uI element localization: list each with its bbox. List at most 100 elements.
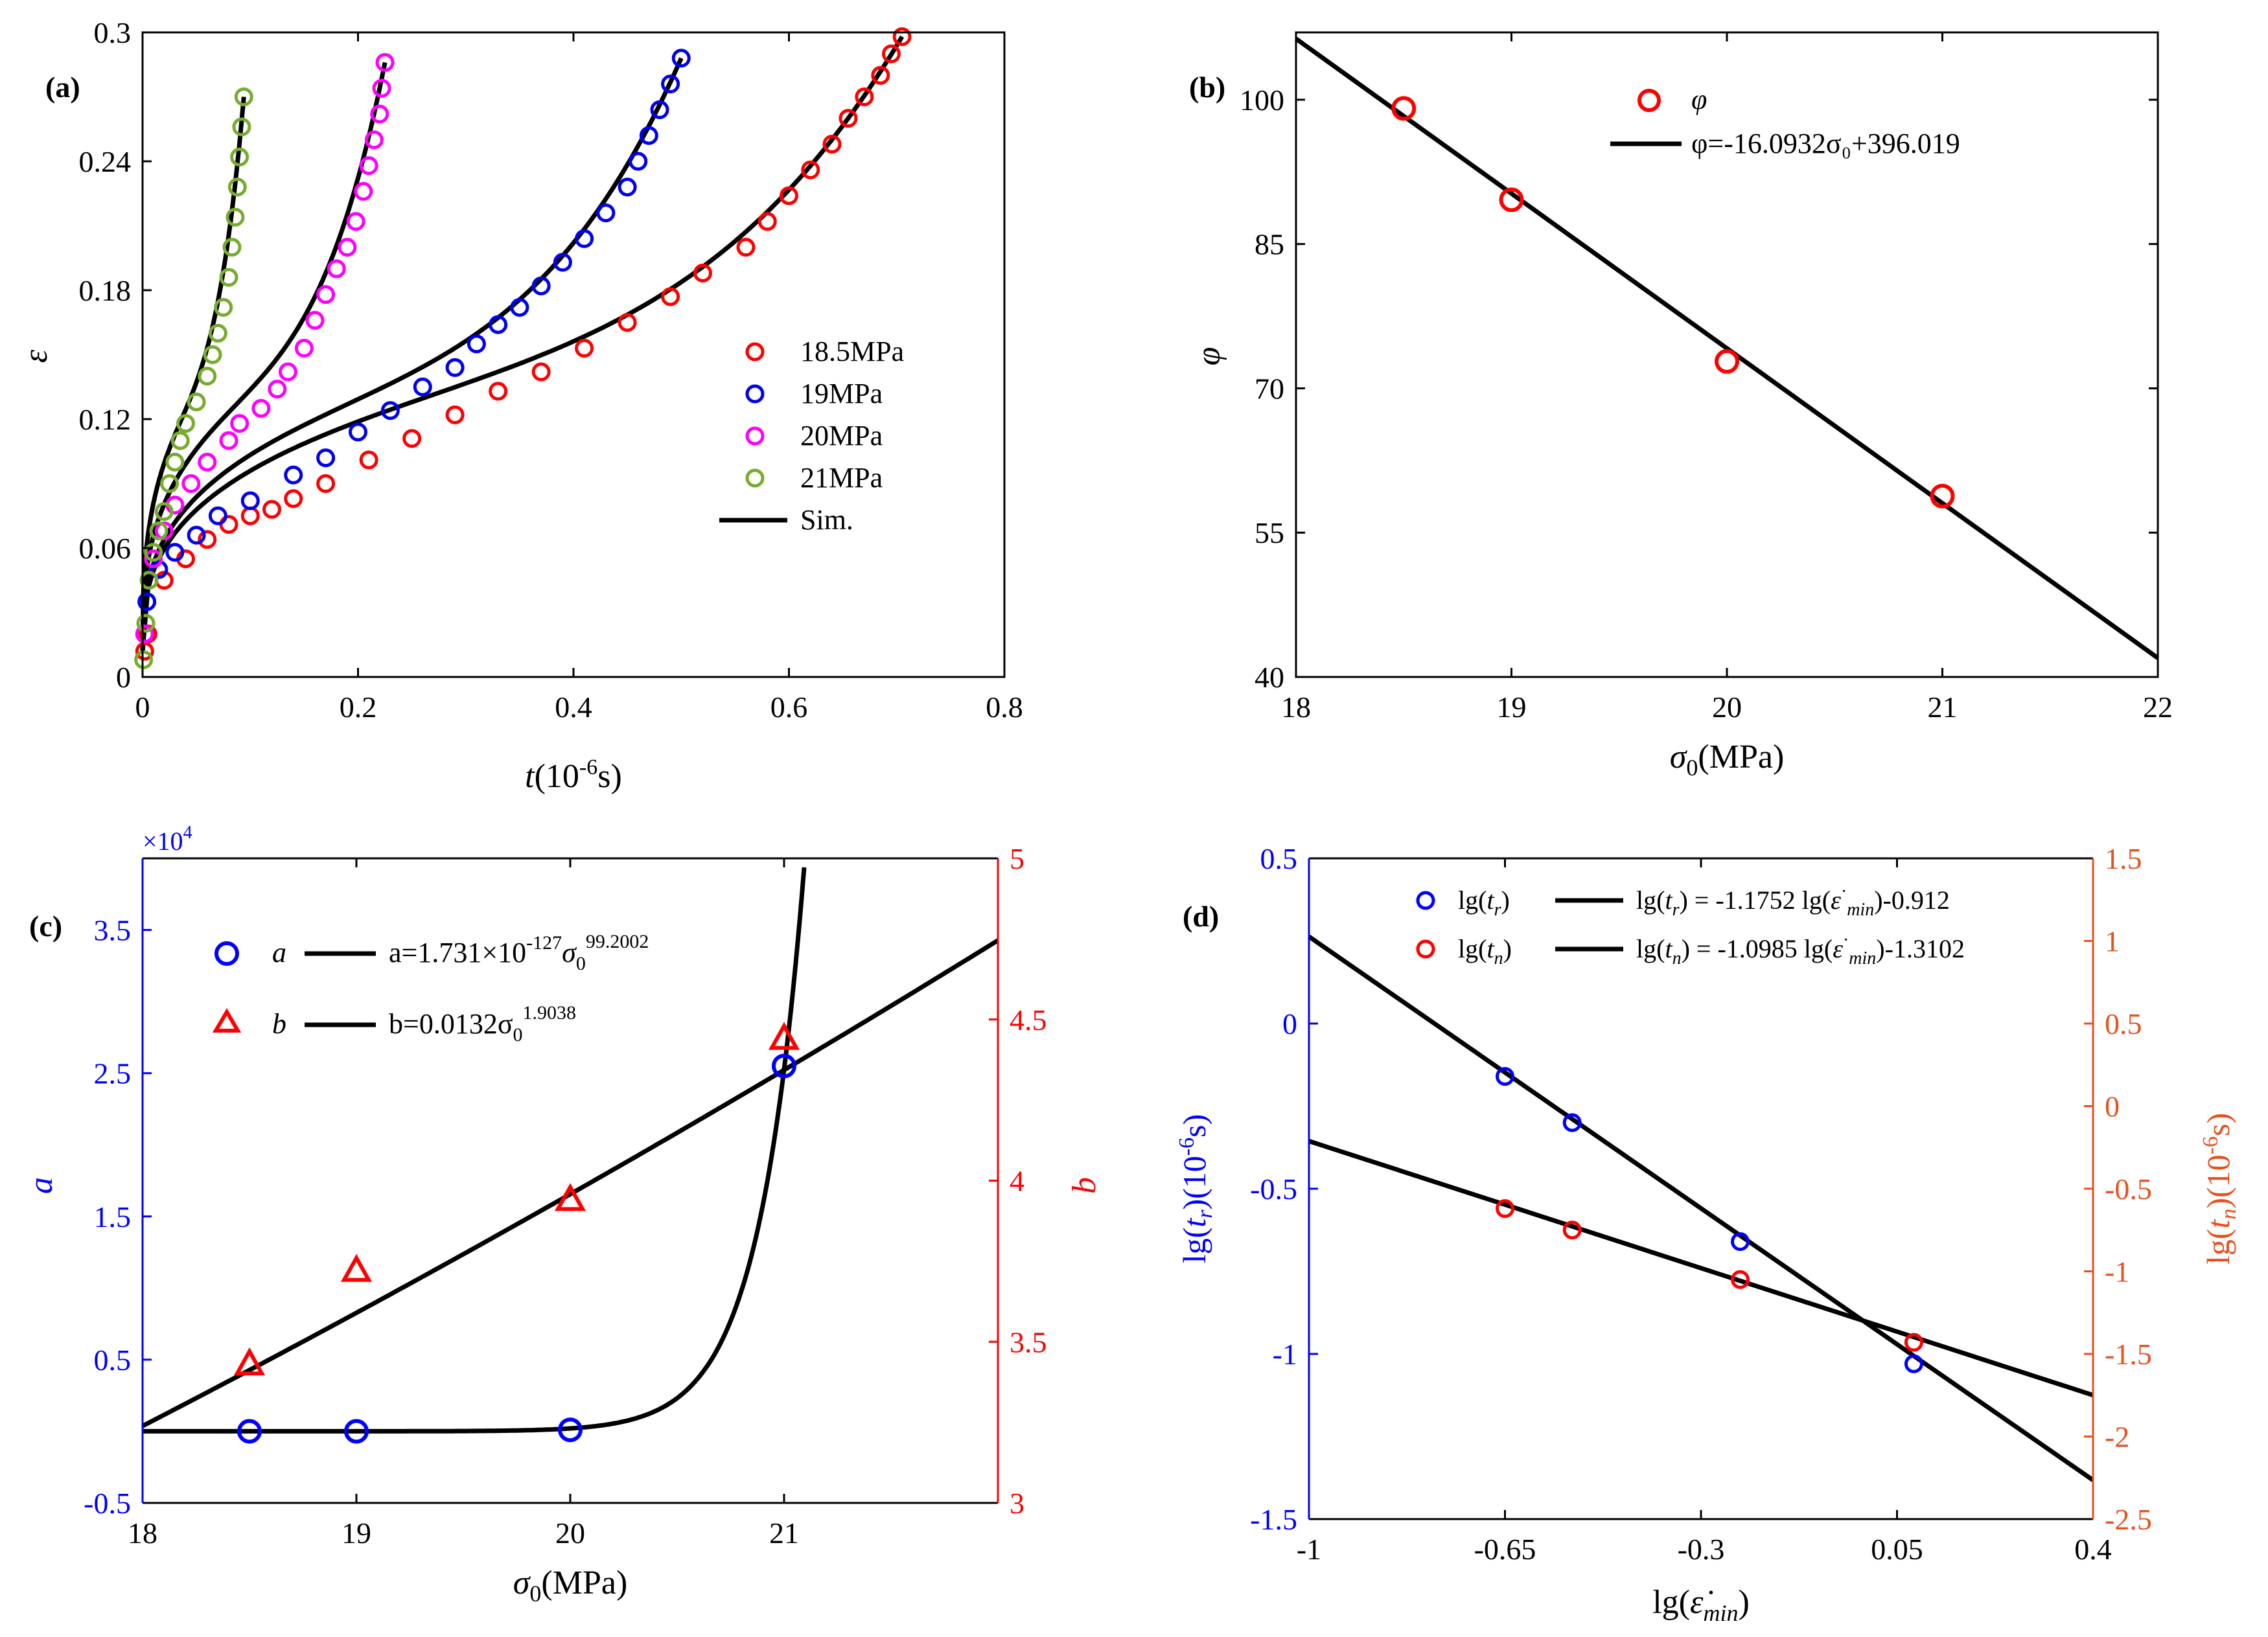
point-18.5MPa bbox=[618, 313, 637, 332]
point-18.5MPa bbox=[839, 109, 858, 128]
legend-marker-b bbox=[212, 1008, 242, 1033]
legend-marker-tr bbox=[1416, 891, 1435, 910]
fit-curve-a bbox=[143, 867, 807, 1434]
point-19MPa bbox=[531, 276, 551, 295]
d-yl-tick-label: 0 bbox=[1282, 1007, 1297, 1040]
panel-a-xlabel-unit: (10 bbox=[535, 758, 579, 795]
point-21MPa bbox=[208, 323, 227, 343]
d-yr-tick-label: -1 bbox=[2105, 1255, 2129, 1288]
a-x-tick-label: 0.6 bbox=[770, 691, 808, 724]
point-20MPa bbox=[278, 362, 297, 382]
point-21MPa bbox=[219, 268, 238, 287]
panel-c-multiplier: ×104 bbox=[143, 823, 192, 856]
point-19MPa bbox=[629, 152, 648, 171]
c-yr-tick-label: 4 bbox=[1010, 1165, 1024, 1198]
panel-c-legend: a a=1.731×10-127σ099.2002 b b=0.0132σ01.… bbox=[212, 931, 649, 1046]
point-20MPa bbox=[198, 452, 217, 472]
a-y-tick-label: 0.24 bbox=[79, 145, 132, 178]
point-21MPa bbox=[214, 298, 233, 317]
fit-curve-b bbox=[141, 938, 999, 1428]
b-y-tick-label: 55 bbox=[1255, 516, 1284, 549]
legend-label-a: a bbox=[272, 937, 286, 968]
panel-c-xlabel: σ0(MPa) bbox=[513, 1564, 628, 1607]
legend-fit-label-a: a=1.731×10-127σ099.2002 bbox=[389, 931, 649, 974]
point-18.5MPa bbox=[402, 429, 422, 448]
point-19MPa bbox=[149, 560, 168, 579]
point-20MPa bbox=[354, 181, 373, 201]
point-20MPa bbox=[135, 624, 154, 644]
d-yl-tick-label: -1 bbox=[1273, 1338, 1297, 1371]
point-20MPa bbox=[375, 52, 395, 72]
point-20MPa bbox=[144, 549, 163, 569]
point-19MPa bbox=[380, 401, 400, 420]
panel-d-label: (d) bbox=[1183, 900, 1219, 933]
point-21MPa bbox=[154, 502, 174, 521]
panel-c: 18 19 20 21 -0.50.51.52.53.5 33.544.55 ×104… bbox=[23, 823, 1103, 1607]
point-18.5MPa bbox=[445, 405, 465, 424]
legend-marker-19 bbox=[745, 384, 765, 404]
legend-fit-a-exp10: -127 bbox=[526, 932, 562, 954]
b-x-tick-label: 20 bbox=[1712, 691, 1742, 724]
point-20MPa bbox=[346, 212, 365, 231]
point-21MPa bbox=[170, 431, 190, 450]
panel-b: 18 19 20 21 22 40 55 70 85 100 (b) φ σ0(MPa) φ φ… bbox=[1189, 31, 2173, 781]
panel-c-ylabel-left: a bbox=[23, 1177, 60, 1194]
legend-label-tn: lg(tn) bbox=[1458, 934, 1512, 968]
d-x-tick-label: 0.05 bbox=[1871, 1533, 1923, 1566]
point-20MPa bbox=[359, 156, 378, 176]
point-18.5MPa bbox=[892, 27, 912, 47]
panel-d-legend: lg(tr) lg(tr) = -1.1752 lg(ε·min)-0.912 … bbox=[1416, 882, 1965, 968]
d-yr-tick-label: 1 bbox=[2105, 925, 2120, 958]
panel-b-xlabel: σ0(MPa) bbox=[1670, 738, 1785, 781]
panel-a-axes-frame bbox=[141, 31, 1006, 678]
point-20MPa bbox=[364, 130, 384, 150]
point-18.5MPa bbox=[780, 186, 798, 205]
fit-line-tn bbox=[1308, 1139, 2094, 1397]
c-yl-tick-label: -0.5 bbox=[84, 1487, 131, 1520]
panel-a-legend: 18.5MPa 19MPa 20MPa 21MPa Sim. bbox=[719, 336, 904, 536]
point-18.5MPa bbox=[693, 263, 712, 282]
panel-c-multiplier-exp: 4 bbox=[183, 823, 192, 843]
point-21MPa bbox=[149, 521, 168, 540]
point-18.5MPa bbox=[661, 287, 680, 306]
point-a bbox=[772, 1053, 796, 1079]
legend-marker-a bbox=[214, 941, 239, 966]
b-x-tick-label: 19 bbox=[1497, 691, 1527, 724]
panel-b-ylabel: φ bbox=[1190, 347, 1227, 366]
legend-fit-a-power: 99.2002 bbox=[586, 931, 649, 952]
b-x-tick-label: 21 bbox=[1928, 691, 1958, 724]
point-20MPa bbox=[268, 380, 287, 399]
b-x-tick-label: 22 bbox=[2143, 691, 2173, 724]
c-x-tick-label: 20 bbox=[555, 1517, 585, 1550]
legend-marker-21 bbox=[745, 468, 765, 488]
point-a bbox=[237, 1419, 262, 1444]
panel-a-xlabel-end: s) bbox=[597, 758, 622, 795]
point-b bbox=[233, 1347, 266, 1376]
point-19MPa bbox=[661, 74, 680, 94]
point-19MPa bbox=[596, 203, 616, 223]
legend-fit-label-tn: lg(tn) = -1.0985 lg(ε·min)-1.3102 bbox=[1636, 930, 1965, 968]
point-18.5MPa bbox=[284, 489, 303, 509]
point-tn bbox=[1562, 1220, 1582, 1240]
a-x-tick-label: 0 bbox=[135, 691, 150, 724]
point-20MPa bbox=[251, 398, 271, 418]
c-x-tick-label: 21 bbox=[769, 1517, 799, 1550]
d-x-tick-label: -0.3 bbox=[1678, 1533, 1725, 1566]
b-y-tick-label: 85 bbox=[1255, 228, 1284, 261]
c-yl-tick-label: 2.5 bbox=[94, 1057, 132, 1090]
point-21MPa bbox=[234, 87, 253, 106]
point-20MPa bbox=[370, 104, 389, 124]
point-21MPa bbox=[165, 452, 185, 472]
point-18.5MPa bbox=[871, 65, 890, 85]
c-yr-tick-label: 5 bbox=[1010, 842, 1024, 875]
point-19MPa bbox=[284, 465, 303, 485]
legend-fit-b-prefix: b=0.0132σ bbox=[389, 1008, 513, 1040]
point-tr bbox=[1496, 1067, 1514, 1086]
point-21MPa bbox=[222, 238, 242, 257]
point-19MPa bbox=[650, 100, 669, 119]
point-tn bbox=[1731, 1270, 1750, 1289]
fit-curve-21MPa bbox=[140, 97, 246, 652]
panel-d-ylabel-left: lg(tr)(10-6s) bbox=[1175, 1114, 1217, 1263]
point-b bbox=[340, 1254, 373, 1282]
